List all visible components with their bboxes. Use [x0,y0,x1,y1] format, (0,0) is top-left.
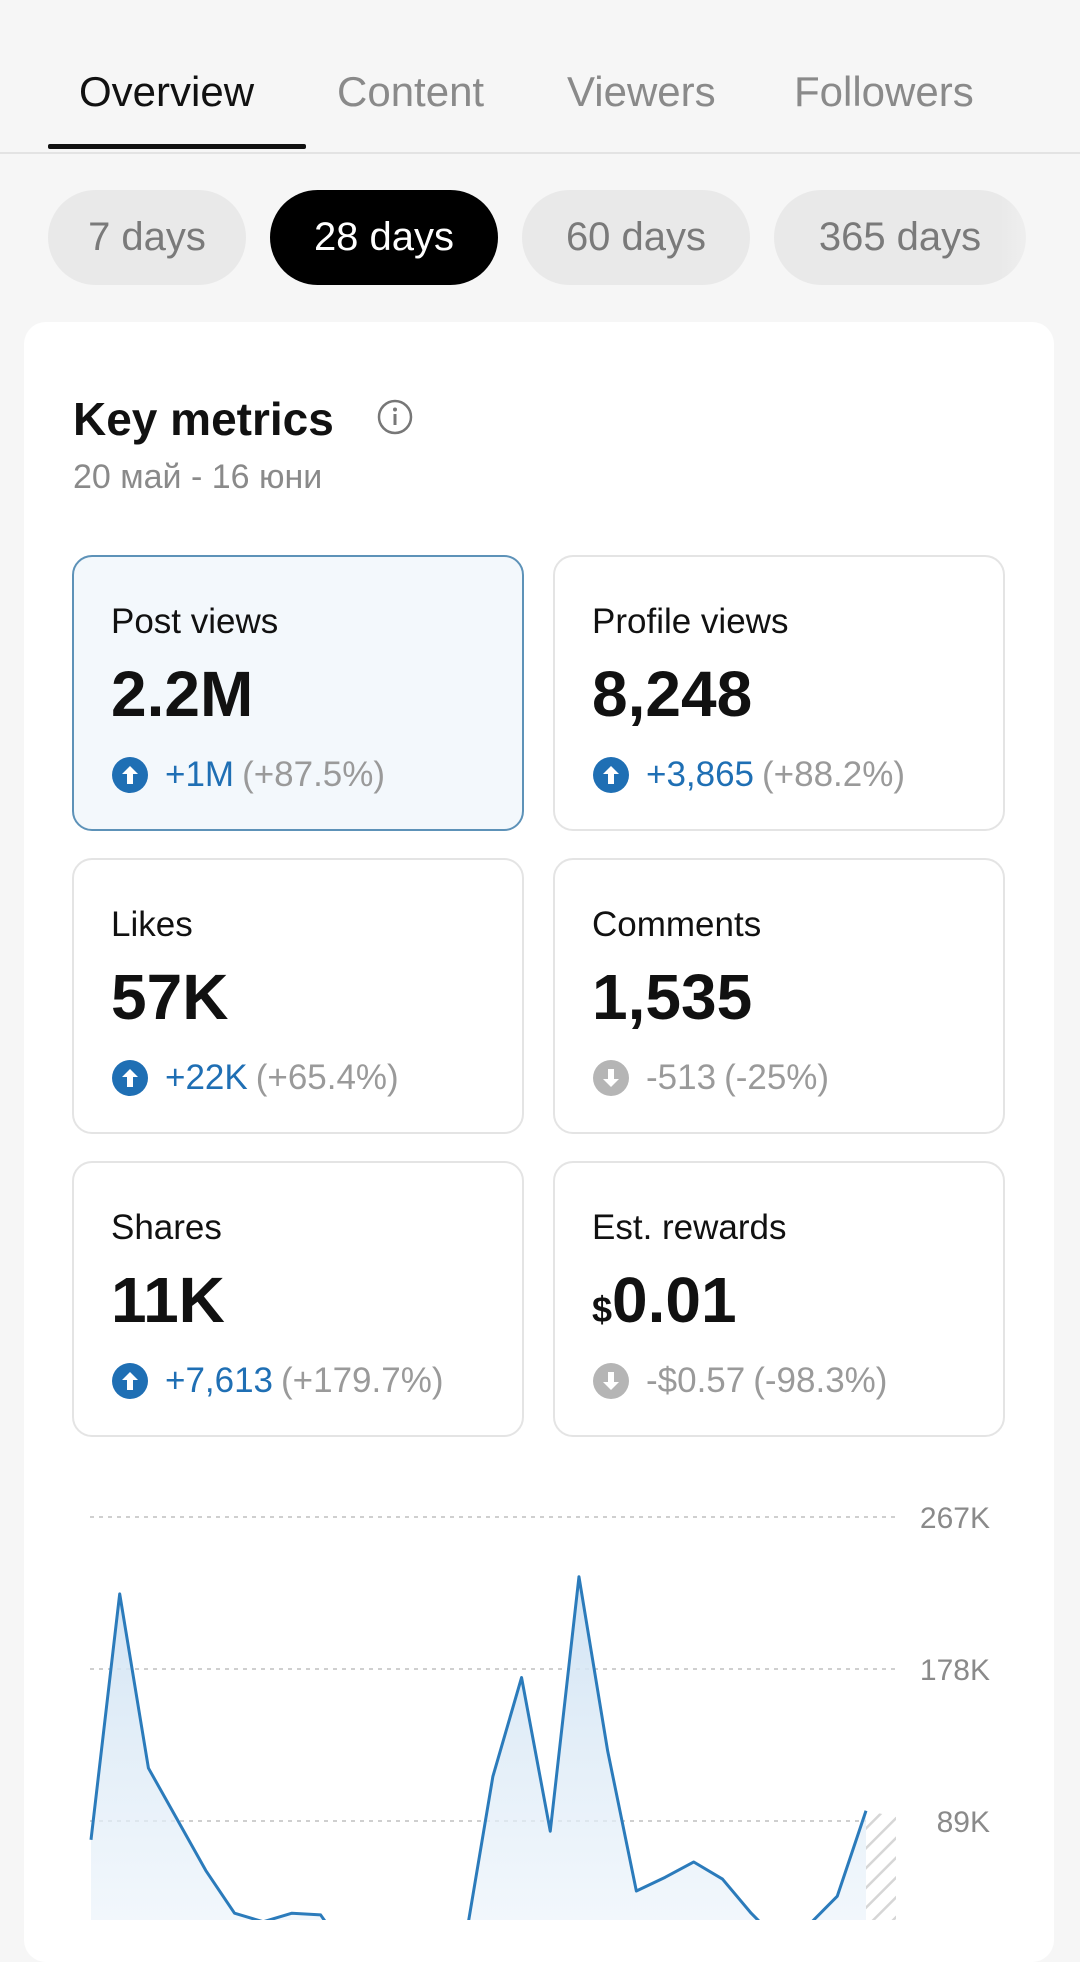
chart-data-point[interactable] [232,1910,238,1916]
chart-data-point[interactable] [145,1765,151,1771]
chart-data-point[interactable] [203,1868,209,1874]
metric-change: +3,865 (+88.2%) [592,755,905,795]
metric-delta: -513 [646,1058,717,1097]
metric-label: Profile views [592,602,789,641]
chart-data-point[interactable] [490,1774,496,1780]
chart-data-point[interactable] [719,1876,725,1882]
chip-overflow-fade [1000,180,1080,295]
metric-change: +1M (+87.5%) [111,755,385,795]
range-28-days-button[interactable]: 28 days [270,190,498,285]
chart-data-point[interactable] [633,1888,639,1894]
range-7-days-button[interactable]: 7 days [48,190,246,285]
metric-comments[interactable]: Comments 1,535 -513 (-25%) [553,858,1005,1134]
metric-likes[interactable]: Likes 57K +22K (+65.4%) [72,858,524,1134]
metric-shares[interactable]: Shares 11K +7,613 (+179.7%) [72,1161,524,1437]
metric-delta: +22K [165,1058,248,1097]
tab-bar: Overview Content Viewers Followers L [0,0,1080,154]
metric-delta: +7,613 [165,1361,274,1400]
metric-label: Post views [111,602,279,641]
range-60-days-button[interactable]: 60 days [522,190,750,285]
arrow-up-circle-icon [112,1060,148,1096]
metric-percent: (+88.2%) [762,755,906,794]
metric-label: Likes [111,905,193,944]
metric-change: +7,613 (+179.7%) [111,1361,444,1401]
chart-data-point[interactable] [519,1675,525,1681]
chart-data-point[interactable] [117,1591,123,1597]
metric-delta: -$0.57 [646,1361,746,1400]
tab-overview[interactable]: Overview [79,68,255,115]
y-axis-tick-label: 267K [920,1502,990,1535]
metric-delta: +1M [165,755,235,794]
tab-followers[interactable]: Followers [794,68,974,115]
chart-data-point[interactable] [174,1816,180,1822]
tab-overflow-fade [990,30,1080,140]
arrow-down-circle-icon [593,1060,629,1096]
chart-data-point[interactable] [605,1748,611,1754]
tab-content[interactable]: Content [337,68,485,115]
metric-delta: +3,865 [646,755,755,794]
metric-percent: (+179.7%) [281,1361,444,1400]
metric-post-views[interactable]: Post views 2.2M +1M (+87.5%) [72,555,524,831]
key-metrics-title: Key metrics [73,393,334,445]
metric-percent: (+87.5%) [242,755,386,794]
metric-percent: (-98.3%) [753,1361,888,1400]
currency-symbol: $ [592,1289,613,1330]
active-tab-indicator [48,144,306,149]
chart-series-line [89,1575,868,1920]
metric-value: 8,248 [592,658,753,730]
arrow-down-circle-icon [593,1363,629,1399]
metric-value: 57K [111,961,229,1033]
metric-profile-views[interactable]: Profile views 8,248 +3,865 (+88.2%) [553,555,1005,831]
chart-data-point[interactable] [863,1808,869,1814]
chart-data-point[interactable] [88,1837,94,1843]
post-views-chart[interactable]: 267K 178K 89K [0,1460,1080,1920]
metric-change: +22K (+65.4%) [111,1058,399,1098]
arrow-up-circle-icon [593,757,629,793]
tab-viewers[interactable]: Viewers [567,68,716,115]
arrow-up-circle-icon [112,1363,148,1399]
info-circle-icon[interactable] [376,398,414,436]
chart-data-point[interactable] [834,1893,840,1899]
metric-percent: (-25%) [724,1058,830,1097]
metric-value: 1,535 [592,961,753,1033]
metric-value: 11K [111,1264,225,1336]
date-range-text: 20 май - 16 юни [73,458,323,496]
chart-data-point[interactable] [289,1910,295,1916]
chart-area-fill [91,1576,866,1920]
metric-est-rewards[interactable]: Est. rewards $0.01 -$0.57 (-98.3%) [553,1161,1005,1437]
metric-value: 2.2M [111,658,254,730]
chart-data-point[interactable] [691,1859,697,1865]
metric-change: -$0.57 (-98.3%) [592,1361,887,1401]
chart-data-point[interactable] [318,1912,324,1918]
metric-percent: (+65.4%) [255,1058,399,1097]
metric-value-number: 0.01 [612,1264,737,1336]
chart-data-point[interactable] [662,1874,668,1880]
metric-change: -513 (-25%) [592,1058,829,1098]
metric-label: Comments [592,905,762,944]
chart-data-point[interactable] [576,1574,582,1580]
chart-partial-period-hatch [866,1810,896,1920]
chart-data-point[interactable] [748,1910,754,1916]
metric-label: Est. rewards [592,1208,787,1247]
y-axis-tick-label: 178K [920,1654,990,1687]
metric-value: $0.01 [592,1263,737,1337]
y-axis-tick-label: 89K [937,1806,990,1839]
arrow-up-circle-icon [112,757,148,793]
metric-label: Shares [111,1208,222,1247]
chart-data-point[interactable] [547,1828,553,1834]
range-365-days-button[interactable]: 365 days [774,190,1026,285]
